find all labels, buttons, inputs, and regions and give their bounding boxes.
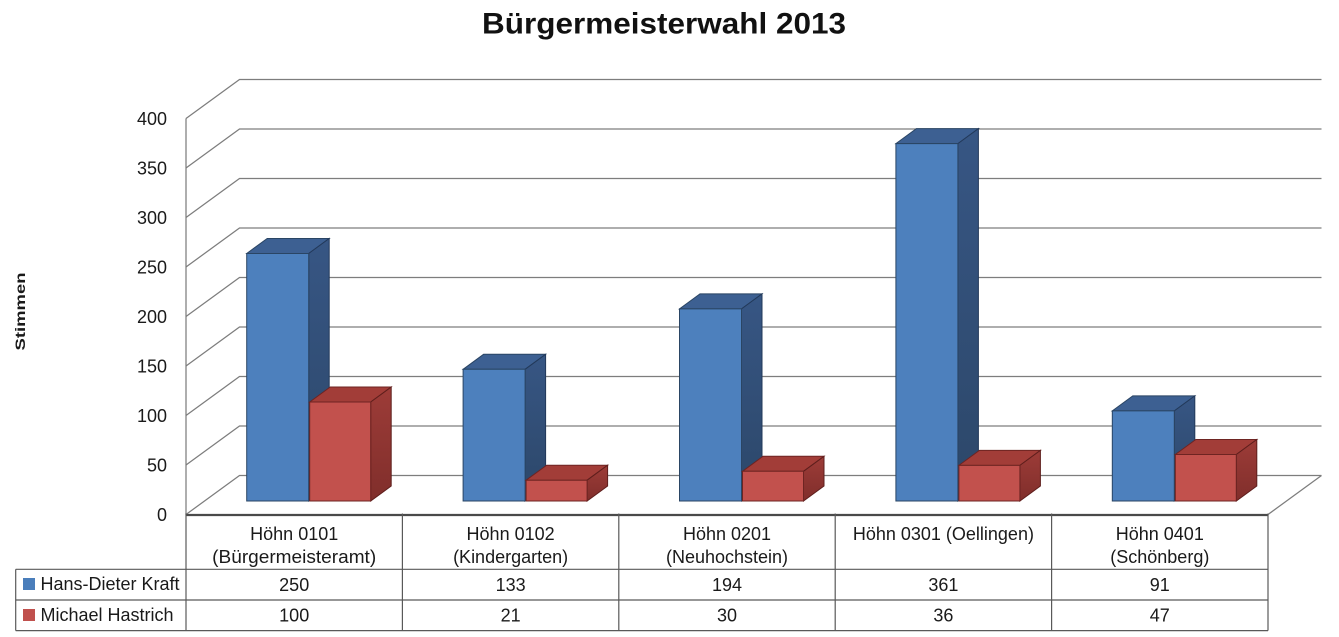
svg-text:133: 133 — [496, 575, 526, 595]
svg-text:0: 0 — [157, 505, 167, 525]
svg-text:(Kindergarten): (Kindergarten) — [453, 547, 568, 567]
svg-text:Höhn 0401: Höhn 0401 — [1116, 524, 1204, 544]
svg-text:350: 350 — [137, 158, 167, 178]
svg-text:Stimmen: Stimmen — [12, 273, 28, 351]
svg-text:300: 300 — [137, 208, 167, 228]
svg-text:36: 36 — [933, 606, 953, 626]
svg-text:(Neuhochstein): (Neuhochstein) — [666, 547, 788, 567]
svg-text:361: 361 — [928, 575, 958, 595]
svg-text:100: 100 — [137, 406, 167, 426]
svg-text:Höhn 0102: Höhn 0102 — [467, 524, 555, 544]
svg-text:Michael Hastrich: Michael Hastrich — [41, 605, 174, 625]
svg-text:400: 400 — [137, 109, 167, 129]
svg-text:(Schönberg): (Schönberg) — [1110, 547, 1209, 567]
svg-text:Höhn 0101: Höhn 0101 — [250, 524, 338, 544]
svg-text:200: 200 — [137, 307, 167, 327]
svg-text:50: 50 — [147, 455, 167, 475]
svg-text:250: 250 — [137, 257, 167, 277]
svg-text:Höhn 0301 (Oellingen): Höhn 0301 (Oellingen) — [853, 524, 1034, 544]
svg-text:30: 30 — [717, 606, 737, 626]
svg-text:100: 100 — [279, 606, 309, 626]
svg-text:194: 194 — [712, 575, 742, 595]
svg-text:Bürgermeisterwahl 2013: Bürgermeisterwahl 2013 — [482, 8, 846, 41]
svg-text:Hans-Dieter Kraft: Hans-Dieter Kraft — [41, 574, 180, 594]
svg-text:21: 21 — [501, 606, 521, 626]
svg-text:250: 250 — [279, 575, 309, 595]
svg-text:Höhn 0201: Höhn 0201 — [683, 524, 771, 544]
svg-text:91: 91 — [1150, 575, 1170, 595]
svg-text:150: 150 — [137, 356, 167, 376]
svg-text:47: 47 — [1150, 606, 1170, 626]
svg-text:(Bürgermeisteramt): (Bürgermeisteramt) — [212, 547, 376, 567]
